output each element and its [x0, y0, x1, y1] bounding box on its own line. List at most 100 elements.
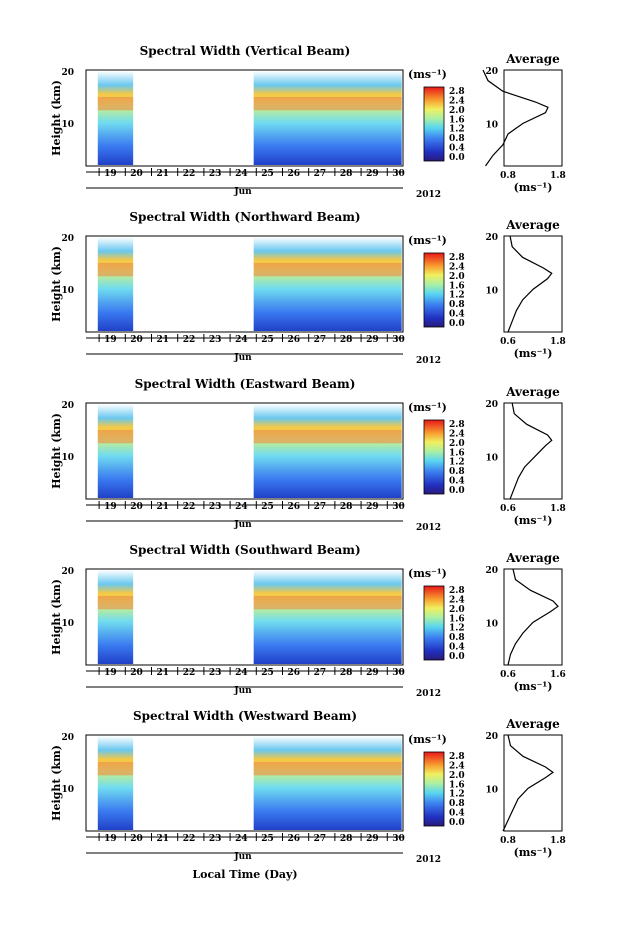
- avg-x-tick-label: 1.8: [550, 337, 566, 347]
- heatmap-maximum-band: [253, 96, 402, 111]
- x-tick-label: 19: [104, 169, 117, 179]
- avg-profile-plot: 20 10 0.8 1.8(ms⁻¹): [482, 67, 566, 194]
- colorbar-tick-label: 0.0: [449, 319, 465, 329]
- x-tick-label: 24: [235, 834, 248, 844]
- x-tick-label: 24: [235, 335, 248, 345]
- x-tick-label: 30: [392, 335, 405, 345]
- year-label: 2012: [416, 190, 441, 200]
- panel-vertical-beam: Spectral Width (Vertical Beam) Height (k…: [50, 44, 566, 200]
- x-tick-label: 28: [340, 834, 353, 844]
- colorbar-tick-label: 2.0: [449, 605, 465, 615]
- colorbar-tick-label: 1.6: [449, 780, 465, 790]
- avg-x-tick-label: 1.8: [550, 171, 566, 181]
- x-tick-label: 27: [314, 169, 327, 179]
- avg-profile-line: [502, 734, 555, 832]
- avg-x-tick-label: 0.6: [500, 670, 516, 680]
- avg-profile-line: [482, 69, 549, 167]
- x-tick-label: 26: [287, 335, 300, 345]
- avg-title: Average: [505, 551, 560, 565]
- avg-profile-plot: 20 10 0.8 1.8(ms⁻¹): [485, 732, 565, 859]
- colorbar-tick-label: 0.4: [449, 809, 465, 819]
- colorbar-unit: (ms⁻¹): [408, 68, 447, 81]
- colorbar-tick-label: 0.0: [449, 486, 465, 496]
- x-tick-label: 29: [366, 335, 379, 345]
- avg-profile-line: [507, 568, 559, 666]
- heatmap-maximum-band: [97, 262, 134, 277]
- x-axis: 19 20 21 22 23 24 25 26 27 28 29 30 Jun: [86, 168, 405, 197]
- y-tick-20: 20: [61, 567, 74, 577]
- colorbar-tick-label: 1.6: [449, 115, 465, 125]
- x-tick-label: 21: [156, 335, 169, 345]
- avg-frame: [503, 734, 563, 832]
- y-axis-label: Height (km): [50, 413, 63, 489]
- colorbar-tick-label: 1.2: [449, 125, 465, 135]
- avg-x-tick-label: 1.6: [550, 670, 566, 680]
- y-tick-10: 10: [61, 785, 74, 795]
- plot-frame: [85, 235, 404, 333]
- panel-title: Spectral Width (Westward Beam): [133, 709, 357, 723]
- x-tick-label: 23: [209, 668, 222, 678]
- x-tick-label: 27: [314, 834, 327, 844]
- x-tick-label: 29: [366, 668, 379, 678]
- x-tick-label: 28: [340, 502, 353, 512]
- avg-y-tick-label: 10: [485, 286, 498, 296]
- colorbar-tick-label: 2.8: [449, 586, 465, 596]
- x-tick-label: 26: [287, 169, 300, 179]
- colorbar-gradient: [423, 252, 445, 328]
- heatmap-block-late: [253, 71, 402, 165]
- avg-profile-line: [509, 402, 553, 500]
- month-label: Jun: [233, 353, 252, 363]
- heatmap-plot: [97, 736, 402, 830]
- heatmap-block-late: [253, 404, 402, 498]
- x-axis: 19 20 21 22 23 24 25 26 27 28 29 30 Jun: [86, 501, 405, 530]
- x-tick-label: 30: [392, 169, 405, 179]
- avg-y-tick-label: 10: [485, 453, 498, 463]
- colorbar-tick-label: 1.2: [449, 458, 465, 468]
- y-tick-10: 10: [61, 619, 74, 629]
- colorbar-tick-label: 1.6: [449, 614, 465, 624]
- avg-x-axis-label: (ms⁻¹): [514, 181, 553, 194]
- x-tick-label: 22: [183, 169, 196, 179]
- colorbar-tick-label: 2.0: [449, 771, 465, 781]
- heatmap-block-early: [97, 736, 134, 830]
- x-tick-label: 27: [314, 668, 327, 678]
- x-tick-label: 23: [209, 834, 222, 844]
- colorbar-tick-label: 2.0: [449, 439, 465, 449]
- plot-frame: [85, 69, 404, 167]
- x-tick-label: 20: [130, 668, 143, 678]
- y-tick-20: 20: [61, 234, 74, 244]
- colorbar-tick-label: 2.4: [449, 595, 465, 605]
- heatmap-block-late: [253, 237, 402, 331]
- heatmap-plot: [97, 404, 402, 498]
- colorbar: 2.82.42.01.61.20.80.40.0: [423, 585, 465, 662]
- year-label: 2012: [416, 356, 441, 366]
- x-tick-label: 30: [392, 502, 405, 512]
- colorbar-tick-label: 2.0: [449, 272, 465, 282]
- avg-frame: [503, 568, 563, 666]
- colorbar-unit: (ms⁻¹): [408, 401, 447, 414]
- colorbar-unit: (ms⁻¹): [408, 567, 447, 580]
- x-tick-label: 27: [314, 502, 327, 512]
- avg-y-tick-label: 20: [485, 566, 498, 576]
- colorbar-tick-label: 1.6: [449, 281, 465, 291]
- x-tick-label: 20: [130, 834, 143, 844]
- heatmap-block-early: [97, 237, 134, 331]
- avg-frame: [503, 402, 563, 500]
- colorbar-gradient: [423, 585, 445, 661]
- heatmap-maximum-band: [253, 595, 402, 610]
- x-tick-label: 28: [340, 668, 353, 678]
- panel-title: Spectral Width (Eastward Beam): [135, 377, 356, 391]
- month-label: Jun: [233, 187, 252, 197]
- x-tick-label: 25: [261, 169, 274, 179]
- x-tick-label: 20: [130, 169, 143, 179]
- panel-eastward-beam: Spectral Width (Eastward Beam) Height (k…: [50, 377, 566, 533]
- x-tick-label: 20: [130, 335, 143, 345]
- heatmap-block-early: [97, 570, 134, 664]
- x-tick-label: 22: [183, 668, 196, 678]
- x-tick-label: 26: [287, 668, 300, 678]
- x-tick-label: 26: [287, 834, 300, 844]
- heatmap-maximum-band: [253, 761, 402, 776]
- colorbar-tick-label: 0.8: [449, 134, 465, 144]
- avg-title: Average: [505, 385, 560, 399]
- x-tick-label: 25: [261, 668, 274, 678]
